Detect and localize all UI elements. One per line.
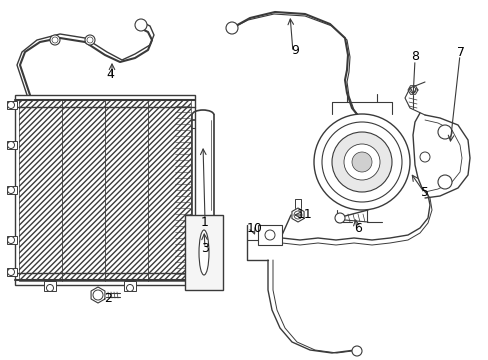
Circle shape (351, 152, 371, 172)
Circle shape (87, 37, 93, 43)
Circle shape (52, 37, 58, 43)
Text: 9: 9 (290, 44, 298, 57)
Circle shape (437, 125, 451, 139)
Bar (44, 281, 56, 291)
Circle shape (7, 102, 15, 108)
Circle shape (225, 22, 238, 34)
Text: 8: 8 (410, 50, 418, 63)
Text: 2: 2 (104, 292, 112, 305)
Bar (124, 281, 136, 291)
Circle shape (313, 114, 409, 210)
Text: 10: 10 (246, 221, 263, 234)
Circle shape (321, 122, 401, 202)
Text: 7: 7 (456, 45, 464, 58)
Circle shape (331, 132, 391, 192)
Circle shape (85, 35, 95, 45)
Circle shape (264, 230, 274, 240)
Circle shape (437, 175, 451, 189)
Circle shape (351, 346, 361, 356)
Bar (7, 141, 17, 149)
Bar (7, 186, 17, 194)
Bar (184, 215, 223, 290)
Circle shape (135, 19, 147, 31)
Text: 11: 11 (297, 208, 312, 221)
Circle shape (93, 290, 103, 300)
Circle shape (7, 269, 15, 275)
Ellipse shape (199, 230, 208, 275)
Circle shape (343, 144, 379, 180)
Text: 1: 1 (201, 216, 208, 229)
Circle shape (50, 35, 60, 45)
Text: 5: 5 (420, 185, 428, 198)
Bar (19, 99, 191, 281)
Bar (258, 225, 282, 245)
Circle shape (7, 141, 15, 148)
Bar (15, 95, 195, 285)
Text: 6: 6 (353, 221, 361, 234)
Bar (7, 268, 17, 276)
Bar (19, 99, 191, 281)
Bar (7, 236, 17, 244)
Circle shape (7, 237, 15, 243)
Circle shape (293, 211, 302, 219)
Circle shape (334, 213, 345, 223)
Text: 4: 4 (106, 68, 114, 81)
Circle shape (419, 152, 429, 162)
Bar (7, 101, 17, 109)
Circle shape (126, 284, 133, 292)
Circle shape (409, 87, 415, 93)
Circle shape (46, 284, 53, 292)
Text: 3: 3 (201, 242, 208, 255)
Circle shape (7, 186, 15, 194)
